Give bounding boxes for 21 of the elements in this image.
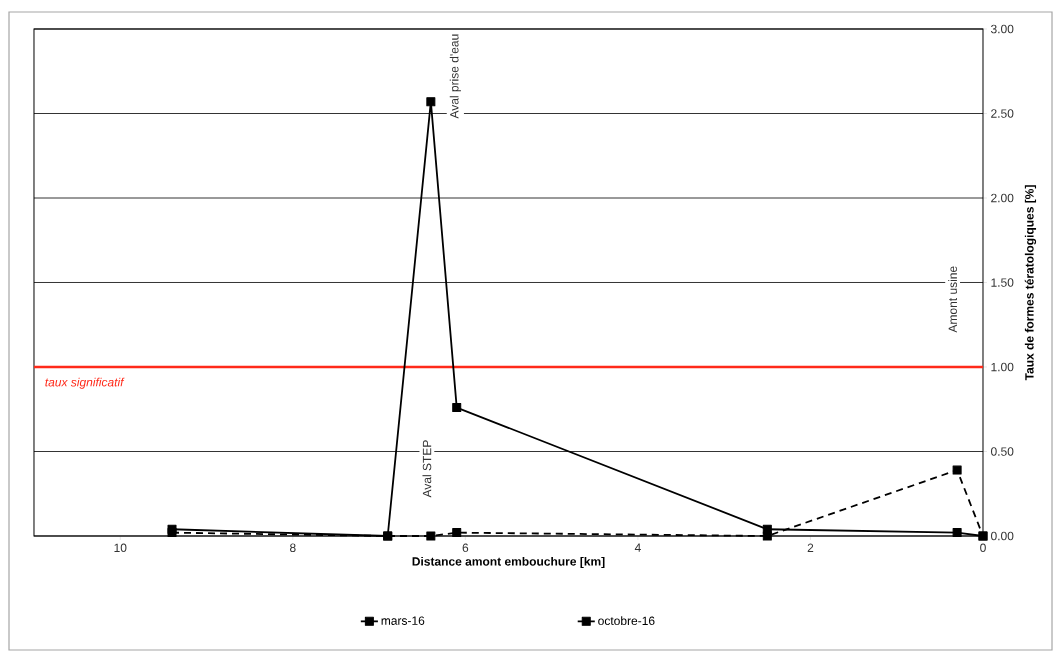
- y2-tick-label: 1.50: [991, 278, 1014, 287]
- legend-label: mars-16: [381, 616, 425, 625]
- x-axis-title: Distance amont embouchure [km]: [412, 556, 605, 569]
- x-tick-label: 2: [807, 543, 814, 552]
- x-tick-label: 4: [634, 543, 641, 552]
- y2-tick-label: 0.50: [991, 447, 1014, 456]
- annotation: Amont usine: [948, 266, 958, 333]
- x-tick-label: 0: [980, 543, 986, 553]
- y2-tick-label: 3.00: [990, 24, 1014, 34]
- y2-tick-label: 2.00: [991, 193, 1014, 203]
- y2-tick-label: 0.00: [991, 531, 1014, 541]
- legend-label: octobre-16: [598, 616, 655, 626]
- x-tick-label: 6: [462, 543, 469, 553]
- y2-tick-label: 2.50: [991, 109, 1014, 118]
- annotation: Aval prise d'eau: [449, 34, 461, 119]
- ref-line-label: taux significatif: [45, 377, 125, 389]
- x-tick-label: 10: [114, 543, 127, 553]
- x-tick-label: 8: [289, 543, 296, 553]
- y2-axis-title: Taux de formes tératologiques [%]: [1024, 185, 1037, 381]
- annotation: Aval STEP: [422, 440, 432, 498]
- y2-tick-label: 1.00: [991, 362, 1014, 372]
